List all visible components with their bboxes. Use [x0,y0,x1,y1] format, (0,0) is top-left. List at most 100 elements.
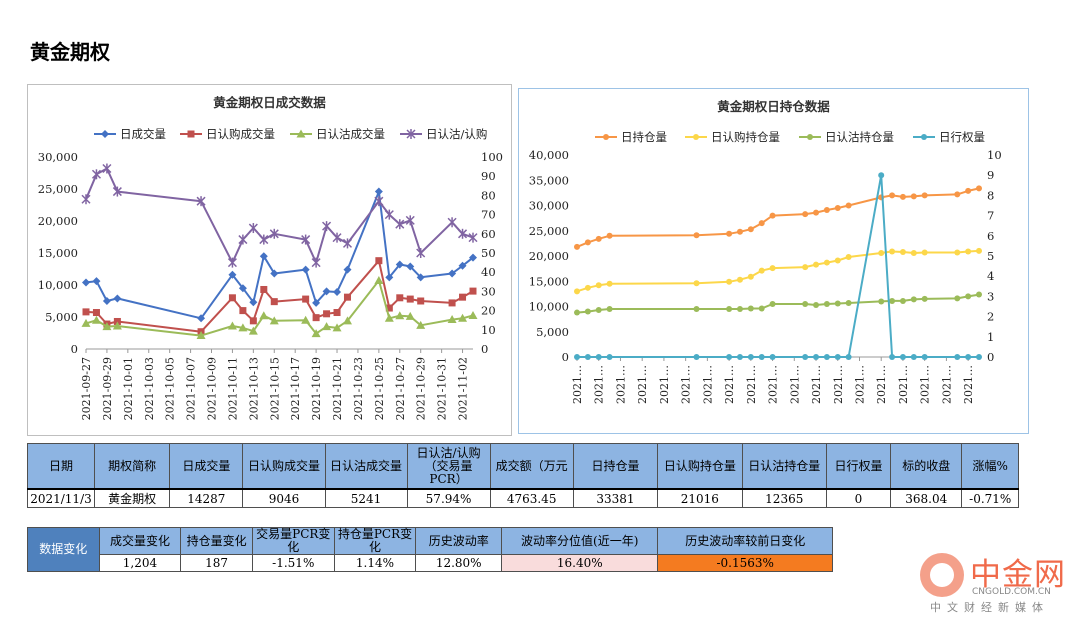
data-point [878,172,885,179]
table-cell: -0.71% [961,488,1019,508]
data-point [921,192,928,199]
data-point [954,191,961,198]
data-point [584,308,591,315]
logo-tagline: 中文财经新媒体 [930,601,1049,614]
data-point [584,284,591,291]
header-cell: 日行权量 [825,443,892,490]
y-right-tick-label: 70 [481,208,496,222]
legend-label: 日认沽持仓量 [825,130,894,144]
data-point [417,297,425,305]
data-point [747,305,754,312]
data-point [910,193,917,200]
data-point [112,186,122,197]
table-cell: 9046 [242,488,326,508]
table-cell: 33381 [572,488,659,508]
y-right-tick-label: 8 [987,188,994,202]
data-point [758,267,765,274]
data-point [301,234,311,245]
x-tick-label: 2021… [680,365,693,404]
x-tick-label: 2021-10-31 [436,357,449,420]
data-point [899,354,906,360]
y-left-tick-label: 20,000 [529,249,569,263]
chart-daily-volume: 黄金期权日成交数据 日成交量 日认购成交量 日认沽成交量 日认沽/认购 0 5,000 10,… [27,84,512,436]
header-cell: 日认沽成交量 [324,443,408,490]
table-cell: 4763.45 [489,488,574,508]
data-point [595,354,602,360]
y-left-tick-label: 15,000 [529,274,569,288]
data-point [395,311,405,320]
header-cell: 波动率分位值(近一年) [501,527,659,555]
data-point [603,134,609,140]
data-point [323,310,331,318]
data-point [375,257,383,265]
data-point [405,311,415,320]
data-point [448,269,457,278]
data-point [269,228,279,239]
data-point [736,228,743,235]
data-point [406,129,416,139]
chart-title: 黄金期权日持仓数据 [717,99,830,114]
table-cell: 2021/11/3 [27,488,95,508]
y-right-tick-label: 2 [987,310,994,324]
data-point [693,354,700,360]
header-cell: 期权简称 [93,443,171,490]
table-row: 2021/11/3 黄金期权 14287 9046 5241 57.94% 47… [27,488,1019,508]
x-tick-label: 2021-10-15 [268,357,281,420]
data-point [845,254,852,261]
data-point [270,269,279,278]
y-right-tick-label: 50 [481,246,496,260]
x-tick-label: 2021-10-03 [143,357,156,420]
y-right-tick-label: 5 [987,249,994,263]
legend-label: 日认购成交量 [206,127,275,141]
data-point [758,354,765,360]
y-left-tick-label: 5,000 [45,310,78,324]
table-cell: 187 [180,554,253,572]
table-cell: 21016 [657,488,743,508]
x-tick-label: 2021… [788,365,801,404]
data-point [458,261,467,270]
data-point [899,297,906,304]
data-point [101,130,109,138]
data-point [259,311,269,320]
x-tick-label: 2021-09-29 [101,357,114,420]
data-point [227,321,237,330]
x-tick-label: 2021-10-23 [352,357,365,420]
data-point [802,211,809,218]
header-cell: 历史波动率较前日变化 [657,527,833,555]
data-point [322,287,331,296]
data-point [954,295,961,302]
x-tick-label: 2021-10-21 [331,357,344,420]
data-point [416,320,426,329]
header-cell: 日成交量 [169,443,244,490]
x-tick-label: 2021… [832,365,845,404]
y-left-tick-label: 30,000 [529,199,569,213]
legend-label: 日认沽成交量 [316,127,385,141]
header-cell: 交易量PCR变化 [251,527,335,555]
x-tick-label: 2021-10-19 [310,357,323,420]
data-point [238,234,248,245]
table-cell: 5241 [324,488,408,508]
data-point [333,288,342,297]
x-tick-label: 2021… [636,365,649,404]
data-point [584,354,591,360]
y-left-tick-label: 10,000 [38,278,78,292]
y-right-tick-label: 90 [481,169,496,183]
data-point [889,354,896,360]
data-point [81,318,91,327]
y-left-tick-label: 25,000 [529,224,569,238]
data-point [374,187,383,196]
x-tick-label: 2021… [940,365,953,404]
chart-title: 黄金期权日成交数据 [213,95,326,110]
table-cell: 1,204 [98,554,182,572]
data-point [889,248,896,255]
data-point [249,298,258,307]
data-point [322,322,332,331]
data-point [595,282,602,289]
data-point [196,331,206,340]
data-point [259,252,268,261]
x-tick-label: 2021… [593,365,606,404]
data-point [296,129,306,138]
x-tick-label: 2021… [853,365,866,404]
data-point [458,313,468,322]
data-point [693,232,700,239]
